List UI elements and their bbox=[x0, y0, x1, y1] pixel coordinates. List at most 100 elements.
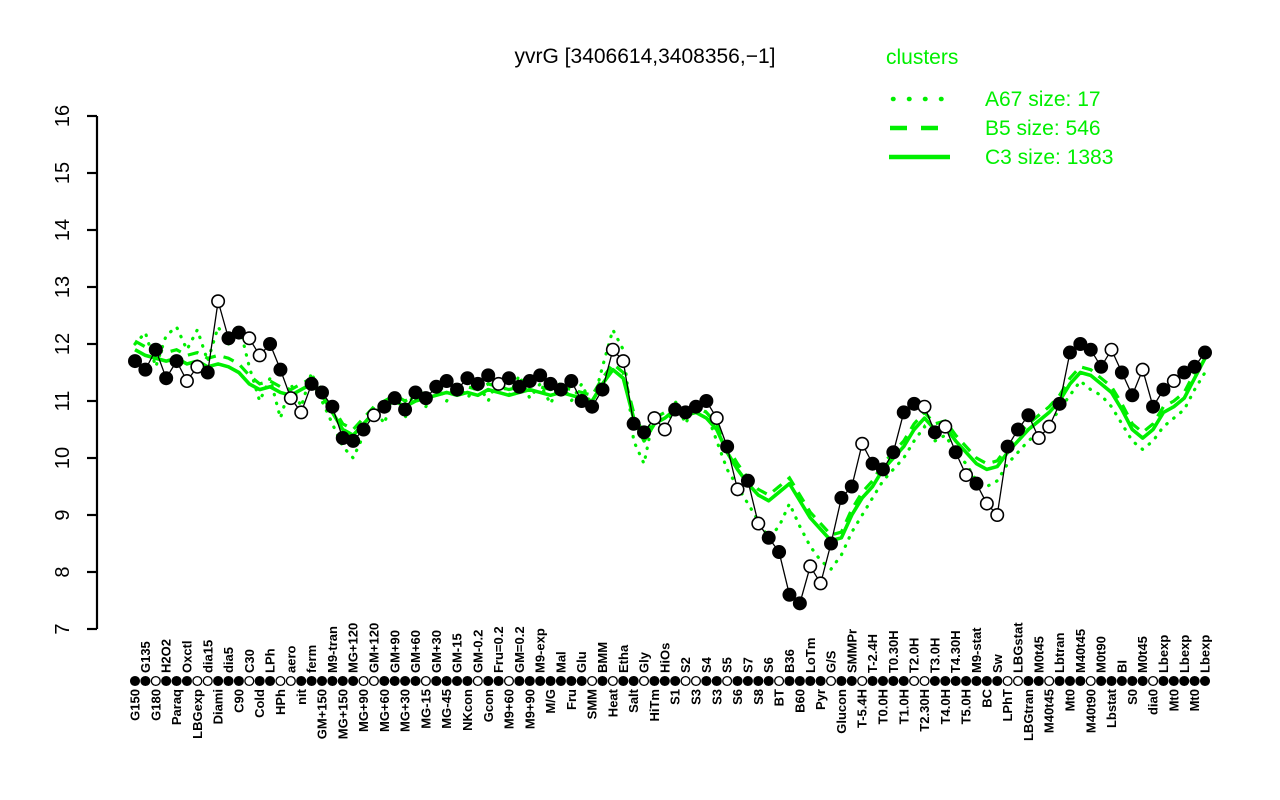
x-label-bottom: M/G bbox=[543, 689, 558, 714]
gene-marker-filled bbox=[699, 393, 714, 408]
x-label-bottom: BC bbox=[979, 688, 994, 707]
rug-point-filled bbox=[898, 675, 909, 687]
gene-marker-filled bbox=[574, 393, 589, 408]
x-label-bottom: Mt0 bbox=[1166, 689, 1181, 711]
rug-point-filled bbox=[1106, 675, 1117, 687]
rug-point-open bbox=[1002, 675, 1013, 687]
x-label-top: LBGstat bbox=[1011, 622, 1026, 673]
rug-point-filled bbox=[950, 675, 961, 687]
rug-point-filled bbox=[929, 675, 940, 687]
x-label-bottom: Salt bbox=[626, 688, 641, 713]
rug-point-open bbox=[587, 675, 598, 687]
rug-point-filled bbox=[971, 675, 982, 687]
y-tick-label: 14 bbox=[52, 219, 74, 241]
x-label-top: GM-0.2 bbox=[470, 630, 485, 673]
rug-point-filled bbox=[441, 675, 452, 687]
x-label-bottom: MG+150 bbox=[335, 689, 350, 739]
x-label-top: M0t45 bbox=[1135, 636, 1150, 673]
gene-marker-filled bbox=[740, 473, 755, 488]
rug-point-filled bbox=[348, 675, 359, 687]
gene-marker-filled bbox=[1094, 359, 1109, 374]
rug-point-filled bbox=[535, 675, 546, 687]
gene-marker-open bbox=[751, 516, 766, 531]
x-label-top: Lbexp bbox=[1198, 635, 1213, 673]
gene-marker-filled bbox=[595, 382, 610, 397]
rug-point-filled bbox=[711, 675, 722, 687]
x-label-bottom: S3 bbox=[709, 689, 724, 705]
gene-marker-filled bbox=[553, 382, 568, 397]
gene-marker-open bbox=[979, 496, 994, 511]
rug-point-filled bbox=[805, 675, 816, 687]
rug-point-open bbox=[472, 675, 483, 687]
rug-point-filled bbox=[867, 675, 878, 687]
gene-marker-filled bbox=[128, 354, 143, 369]
legend-label-c3: C3 size: 1383 bbox=[985, 146, 1113, 169]
gene-marker-filled bbox=[772, 545, 787, 560]
gene-marker-open bbox=[959, 468, 974, 483]
rug-point-open bbox=[368, 675, 379, 687]
rug-point-filled bbox=[1054, 675, 1065, 687]
x-label-top: Gly bbox=[637, 651, 652, 673]
rug-point-open bbox=[275, 675, 286, 687]
x-label-top: C30 bbox=[242, 649, 257, 673]
x-label-top: MG+120 bbox=[346, 623, 361, 673]
gene-marker-filled bbox=[418, 391, 433, 406]
x-label-bottom: MG-15 bbox=[418, 689, 433, 729]
x-label-bottom: G180 bbox=[148, 689, 163, 721]
legend-entry-a67: A67 size: 17 bbox=[890, 88, 1101, 111]
x-label-bottom: S6 bbox=[730, 689, 745, 705]
rug-point-filled bbox=[379, 675, 390, 687]
x-label-bottom: nit bbox=[294, 688, 309, 705]
rug-point-filled bbox=[514, 675, 525, 687]
rug-point-open bbox=[722, 675, 733, 687]
rug-point-filled bbox=[1137, 675, 1148, 687]
rug-point-open bbox=[285, 675, 296, 687]
plot-title: yvrG [3406614,3408356,−1] bbox=[515, 45, 776, 68]
gene-marker-open bbox=[803, 559, 818, 574]
gene-marker-open bbox=[917, 399, 932, 414]
rug-point-filled bbox=[1189, 675, 1200, 687]
y-tick-label: 8 bbox=[52, 566, 74, 577]
rug-point-filled bbox=[1158, 675, 1169, 687]
x-label-top: Fru=0.2 bbox=[491, 626, 506, 673]
rug-point-filled bbox=[337, 675, 348, 687]
x-label-bottom: M9+90 bbox=[522, 689, 537, 729]
gene-marker-open bbox=[616, 354, 631, 369]
x-label-bottom: T5.0H bbox=[959, 689, 974, 724]
x-label-top: T2.0H bbox=[907, 638, 922, 673]
x-label-top: BMM bbox=[595, 642, 610, 673]
gene-marker-filled bbox=[429, 379, 444, 394]
x-label-top: GM-15 bbox=[450, 633, 465, 673]
gene-marker-open bbox=[252, 348, 267, 363]
gene-marker-filled bbox=[585, 399, 600, 414]
x-label-bottom: Diami bbox=[211, 689, 226, 724]
x-label-bottom: LPhT bbox=[1000, 689, 1015, 722]
gene-marker-filled bbox=[886, 445, 901, 460]
rug-point-open bbox=[1148, 675, 1159, 687]
x-label-bottom: T1.0H bbox=[896, 689, 911, 724]
x-label-top: GM=0.2 bbox=[512, 626, 527, 673]
rug-point-filled bbox=[815, 675, 826, 687]
gene-marker-filled bbox=[948, 445, 963, 460]
rug-point-open bbox=[503, 675, 515, 687]
rug-point-filled bbox=[763, 675, 774, 687]
x-label-bottom: MG-45 bbox=[439, 689, 454, 729]
rug-point-filled bbox=[1116, 675, 1127, 687]
gene-marker-filled bbox=[1125, 388, 1140, 403]
rug-point-filled bbox=[389, 675, 400, 687]
rug-point-filled bbox=[462, 675, 473, 687]
x-label-top: S6 bbox=[761, 657, 776, 673]
rug-point-filled bbox=[877, 675, 889, 687]
legend-entry-c3: C3 size: 1383 bbox=[889, 146, 1113, 169]
gene-marker-open bbox=[1104, 342, 1119, 357]
x-label-top: T3.0H bbox=[927, 638, 942, 673]
gene-marker-filled bbox=[824, 536, 839, 551]
rug-point-filled bbox=[628, 675, 639, 687]
gene-marker-filled bbox=[314, 385, 329, 400]
gene-marker-filled bbox=[304, 376, 319, 391]
rug-point-open bbox=[1012, 675, 1024, 687]
rug-point-filled bbox=[992, 675, 1003, 687]
x-label-bottom: G150 bbox=[128, 689, 143, 721]
rug-point-filled bbox=[940, 675, 951, 687]
gene-marker-filled bbox=[1011, 422, 1026, 437]
